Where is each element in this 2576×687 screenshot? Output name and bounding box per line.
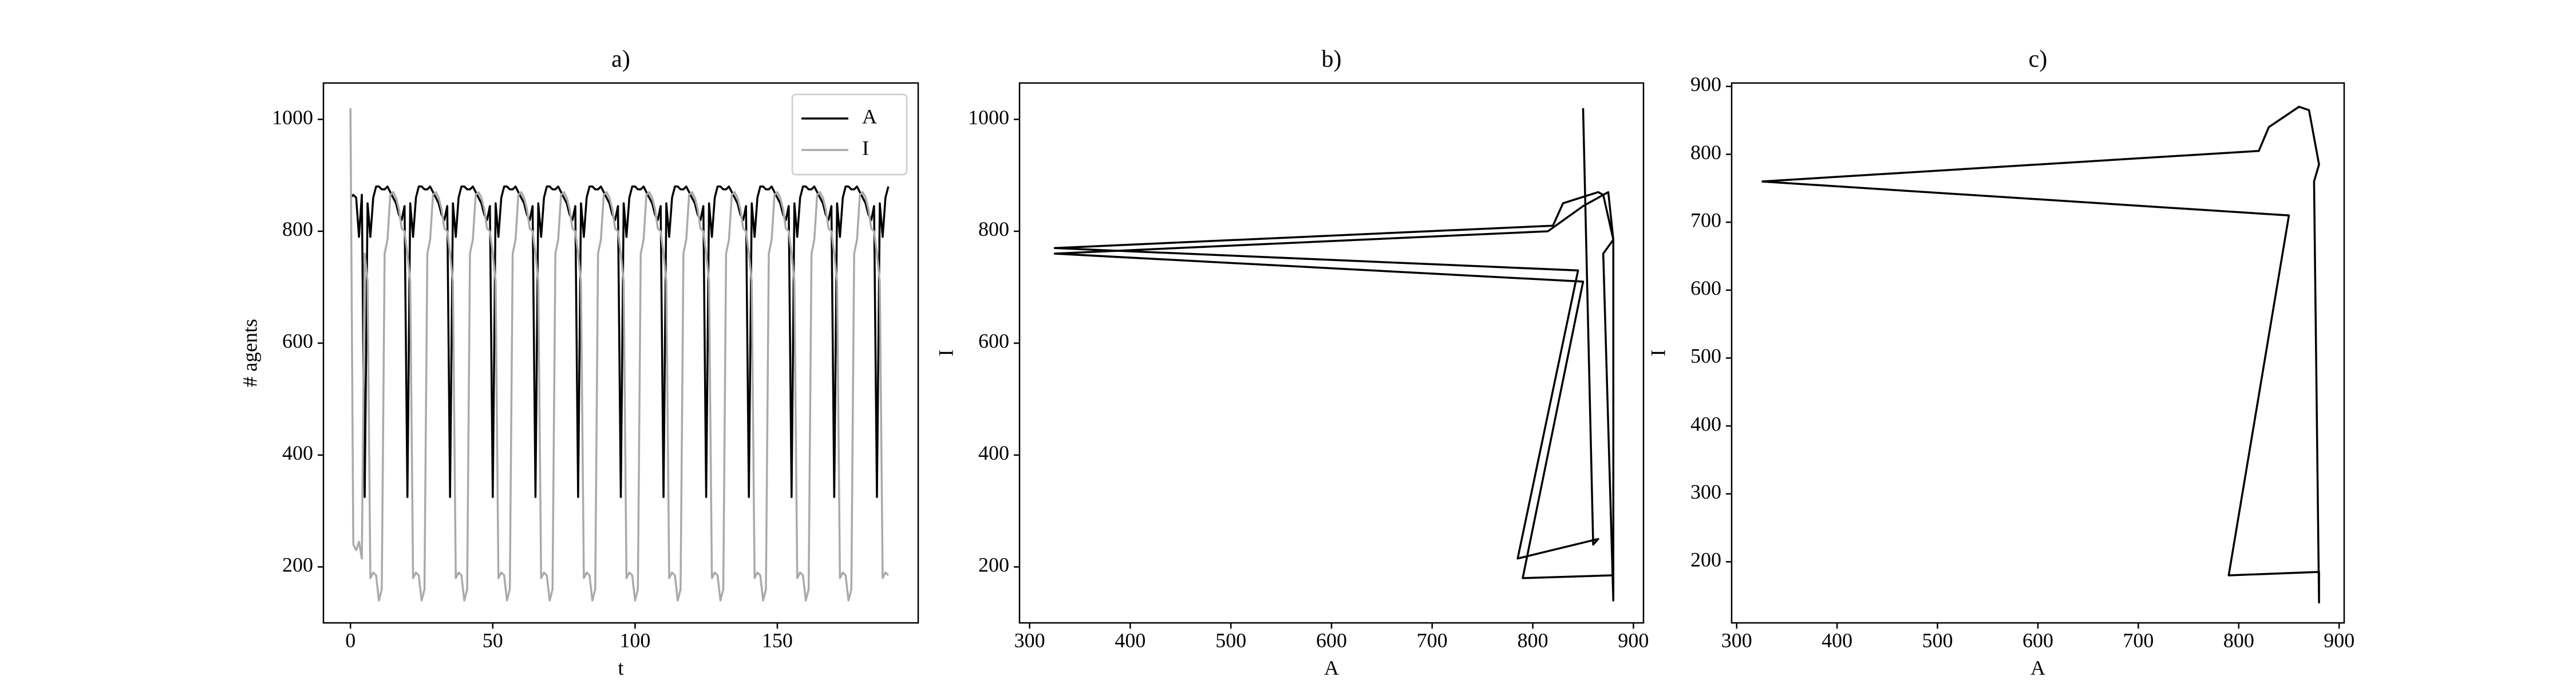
- y-tick-label: 600: [282, 330, 313, 353]
- legend-box: [791, 93, 908, 176]
- y-tick-label: 400: [282, 441, 313, 464]
- y-axis-label: I: [934, 350, 957, 357]
- x-tick-label: 300: [1721, 629, 1752, 652]
- y-tick-label: 200: [978, 554, 1009, 577]
- y-tick-label: 900: [1690, 73, 1721, 96]
- y-tick-label: 600: [1690, 277, 1721, 299]
- y-tick-label: 600: [978, 330, 1009, 353]
- y-tick-label: 1000: [272, 106, 313, 129]
- y-tick-label: 500: [1690, 345, 1721, 368]
- y-axis-label: I: [1646, 350, 1669, 357]
- x-tick-label: 0: [345, 629, 355, 652]
- series-line: [1761, 105, 2320, 604]
- legend-label: A: [862, 105, 877, 128]
- axes-frame: [1018, 82, 1645, 624]
- x-axis-label: t: [618, 656, 623, 679]
- x-tick-label: 100: [619, 629, 650, 652]
- x-tick-label: 400: [1115, 629, 1145, 652]
- y-tick-label: 800: [1690, 141, 1721, 164]
- x-tick-label: 400: [1822, 629, 1852, 652]
- y-axis-label: # agents: [238, 319, 261, 387]
- x-tick-label: 50: [483, 629, 503, 652]
- x-tick-label: 300: [1014, 629, 1045, 652]
- x-tick-label: 600: [1316, 629, 1347, 652]
- x-tick-label: 500: [1215, 629, 1246, 652]
- y-tick-label: 400: [978, 441, 1009, 464]
- chart-title: c): [2029, 46, 2048, 73]
- x-tick-label: 500: [1922, 629, 1953, 652]
- chart-title: b): [1322, 46, 1342, 73]
- series-line: [1053, 108, 1615, 602]
- axes-frame: [322, 82, 919, 624]
- series-line: [349, 185, 890, 498]
- x-tick-label: 900: [1618, 629, 1649, 652]
- x-tick-label: 150: [762, 629, 793, 652]
- x-tick-label: 800: [1518, 629, 1548, 652]
- y-tick-label: 700: [1690, 208, 1721, 231]
- x-tick-label: 700: [2123, 629, 2154, 652]
- x-tick-label: 800: [2223, 629, 2254, 652]
- x-tick-label: 900: [2324, 629, 2354, 652]
- x-tick-label: 600: [2022, 629, 2053, 652]
- y-tick-label: 200: [1690, 548, 1721, 571]
- y-tick-label: 200: [282, 554, 313, 577]
- y-tick-label: 800: [978, 218, 1009, 240]
- y-tick-label: 300: [1690, 480, 1721, 503]
- y-tick-label: 800: [282, 218, 313, 240]
- x-axis-label: A: [2030, 656, 2045, 679]
- x-tick-label: 700: [1417, 629, 1448, 652]
- legend-label: I: [862, 136, 869, 159]
- y-tick-label: 400: [1690, 412, 1721, 435]
- series-line: [349, 108, 890, 602]
- x-axis-label: A: [1324, 656, 1339, 679]
- chart-title: a): [611, 46, 630, 73]
- y-tick-label: 1000: [968, 106, 1009, 129]
